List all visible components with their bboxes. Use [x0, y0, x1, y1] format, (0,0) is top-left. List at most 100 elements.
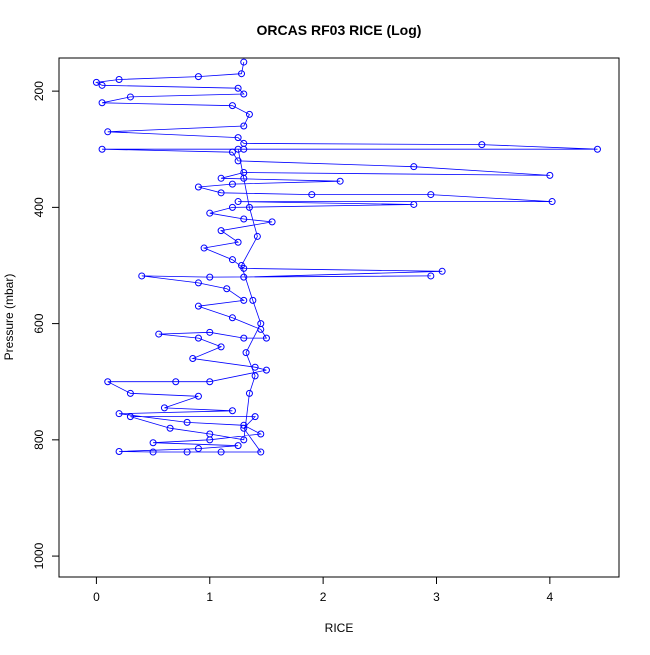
- data-point: [160, 404, 168, 412]
- data-point: [234, 198, 242, 206]
- data-point: [98, 81, 106, 89]
- data-point: [228, 203, 236, 211]
- data-point: [478, 141, 486, 149]
- data-point: [336, 177, 344, 185]
- data-point: [251, 363, 259, 371]
- data-point: [228, 314, 236, 322]
- data-point: [242, 349, 250, 357]
- data-point: [234, 442, 242, 450]
- data-point: [183, 418, 191, 426]
- data-point: [149, 439, 157, 447]
- data-point: [126, 93, 134, 101]
- x-tick-label: 3: [433, 590, 440, 604]
- x-tick-label: 0: [93, 590, 100, 604]
- data-point: [251, 372, 259, 380]
- data-point: [234, 157, 242, 165]
- data-point: [240, 58, 248, 66]
- data-point: [240, 424, 248, 432]
- data-point: [240, 174, 248, 182]
- data-point: [92, 78, 100, 86]
- data-point: [228, 148, 236, 156]
- data-point: [223, 285, 231, 293]
- y-tick-label: 600: [32, 313, 46, 333]
- data-point: [138, 272, 146, 280]
- data-point: [206, 328, 214, 336]
- data-point: [206, 430, 214, 438]
- data-point: [149, 448, 157, 456]
- data-point: [234, 145, 242, 153]
- data-point: [206, 209, 214, 217]
- data-point: [240, 273, 248, 281]
- data-point: [194, 73, 202, 81]
- data-point: [268, 218, 276, 226]
- data-point: [438, 267, 446, 275]
- x-axis-label: RICE: [325, 621, 354, 635]
- data-point: [245, 110, 253, 118]
- data-point: [228, 102, 236, 110]
- data-point: [194, 279, 202, 287]
- data-point: [593, 145, 601, 153]
- data-point: [234, 134, 242, 142]
- data-point: [257, 448, 265, 456]
- data-point: [189, 354, 197, 362]
- data-point: [194, 302, 202, 310]
- y-tick-label: 1000: [32, 542, 46, 569]
- x-tick-label: 2: [320, 590, 327, 604]
- data-point: [155, 330, 163, 338]
- data-point: [240, 90, 248, 98]
- data-point: [427, 191, 435, 199]
- data-point: [217, 189, 225, 197]
- y-tick-label: 200: [32, 81, 46, 101]
- data-point: [194, 392, 202, 400]
- data-point: [240, 122, 248, 130]
- x-tick-label: 1: [206, 590, 213, 604]
- data-point: [228, 180, 236, 188]
- data-point: [126, 413, 134, 421]
- data-point: [240, 296, 248, 304]
- data-point: [115, 447, 123, 455]
- data-point: [238, 70, 246, 78]
- data-point: [245, 389, 253, 397]
- data-point: [194, 445, 202, 453]
- data-point: [98, 145, 106, 153]
- data-point: [427, 272, 435, 280]
- data-point: [194, 183, 202, 191]
- data-point: [238, 261, 246, 269]
- data-point: [194, 334, 202, 342]
- data-point: [240, 215, 248, 223]
- data-point: [548, 198, 556, 206]
- data-point: [98, 99, 106, 107]
- data-point: [217, 174, 225, 182]
- data-point: [262, 334, 270, 342]
- data-point: [234, 84, 242, 92]
- data-point: [249, 296, 257, 304]
- data-point: [257, 430, 265, 438]
- data-point: [104, 378, 112, 386]
- data-point: [115, 410, 123, 418]
- data-point: [228, 407, 236, 415]
- data-point: [217, 227, 225, 235]
- data-point: [257, 320, 265, 328]
- data-point: [206, 378, 214, 386]
- y-axis-label: Pressure (mbar): [2, 274, 16, 361]
- y-tick-label: 400: [32, 197, 46, 217]
- data-line: [95, 62, 598, 453]
- data-point: [410, 200, 418, 208]
- data-point: [240, 334, 248, 342]
- data-point: [308, 191, 316, 199]
- data-point: [245, 203, 253, 211]
- data-point: [206, 273, 214, 281]
- data-point: [200, 244, 208, 252]
- data-point: [126, 389, 134, 397]
- data-point: [104, 128, 112, 136]
- data-point: [115, 76, 123, 84]
- data-point: [217, 448, 225, 456]
- data-point: [172, 378, 180, 386]
- chart-title: ORCAS RF03 RICE (Log): [257, 22, 422, 38]
- y-tick-label: 800: [32, 430, 46, 450]
- data-point: [228, 256, 236, 264]
- data-point: [240, 436, 248, 444]
